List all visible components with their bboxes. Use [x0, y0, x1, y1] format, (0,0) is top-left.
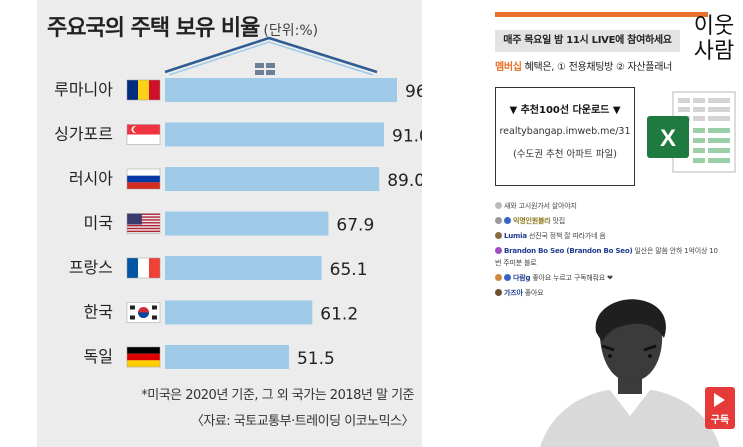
bar-chart: 루마니아 96.4 싱가포르 91.0 러시아 89.0 미국 67.9 프랑스 65.1 한국 61… [54, 36, 422, 369]
chat-message: 번 주미분 블로 [495, 259, 537, 267]
membership-text: 멤버십 혜택은, ① 전용채팅방 ② 자산플래너 [495, 62, 673, 73]
subscribe-button[interactable]: 구독 [705, 387, 735, 429]
footnote: *미국은 2020년 기준, 그 외 국가는 2018년 말 기준 [141, 388, 414, 403]
download-subtitle: (수도권 추천 아파트 파일) [513, 149, 617, 160]
value-label: 91.0 [392, 127, 422, 147]
country-flag-icon [126, 346, 161, 368]
category-label: 미국 [84, 214, 113, 233]
house-roof-outline [164, 36, 378, 76]
country-flag-icon [126, 79, 161, 101]
subscribe-label: 구독 [710, 415, 730, 426]
excel-letter: X [660, 125, 676, 152]
value-label: 51.5 [297, 349, 335, 369]
unit-label: (단위:%) [263, 23, 319, 39]
chat-message: Lumia 선진국 정책 잘 따라가네 음 [495, 231, 606, 241]
chat-message: Brandon Bo Seo (Brandon Bo Seo) 일산은 말씀 안… [495, 246, 718, 256]
value-label: 61.2 [320, 305, 358, 325]
category-label: 러시아 [69, 169, 113, 188]
chat-message: 새와 고시원가서 살아야지 [495, 201, 577, 211]
source-note: 〈자료: 국토교통부·트레이딩 이코노믹스〉 [190, 414, 415, 429]
category-label: 루마니아 [54, 80, 113, 99]
bar [165, 345, 289, 369]
chat-message: 익명인원블라 맛집 [495, 216, 565, 226]
value-label: 96.4 [405, 82, 422, 102]
category-label: 프랑스 [69, 258, 113, 277]
accent-bar [495, 12, 708, 17]
country-flag-icon [126, 213, 161, 234]
download-url[interactable]: realtybangap.imweb.me/31 [499, 126, 631, 137]
category-label: 독일 [84, 347, 113, 366]
channel-logo: 이웃 사람 [693, 14, 735, 64]
category-label: 싱가포르 [54, 125, 113, 144]
membership-label: 멤버십 [495, 62, 522, 73]
value-label: 65.1 [330, 260, 368, 280]
presenter-avatar-illustration [540, 299, 720, 447]
country-flag-icon [126, 257, 161, 279]
bar [165, 256, 322, 280]
live-notice: 매주 목요일 밤 11시 LIVE에 참여하세요 [495, 30, 680, 52]
bar [165, 211, 329, 236]
infographic-title: 주요국의 주택 보유 비율 (단위:%) [47, 16, 319, 41]
value-label: 67.9 [336, 216, 374, 236]
value-label: 89.0 [387, 171, 422, 191]
category-label: 한국 [84, 303, 113, 322]
infographic-panel: 루마니아 96.4 싱가포르 91.0 러시아 89.0 미국 67.9 프랑스 65.1 한국 61… [37, 0, 422, 447]
chat-message: 가즈아 좋아요 [495, 288, 544, 298]
bar [165, 167, 380, 191]
country-flag-icon [126, 124, 161, 145]
stream-overlay: 매주 목요일 밤 11시 LIVE에 참여하세요 멤버십 혜택은, ① 전용채팅… [485, 0, 743, 447]
bar [165, 122, 385, 147]
chat-message: 다람g 좋아요 누르고 구독해줘요 ❤ [495, 273, 613, 283]
download-title: ▼ 추천100선 다운로드 ▼ [509, 105, 621, 116]
bar [165, 300, 313, 325]
bar [165, 78, 397, 102]
country-flag-icon [126, 168, 161, 190]
play-icon [714, 393, 725, 407]
country-flag-icon [126, 302, 161, 323]
download-box[interactable]: ▼ 추천100선 다운로드 ▼ realtybangap.imweb.me/31… [495, 87, 635, 186]
excel-icon: X [647, 91, 736, 173]
